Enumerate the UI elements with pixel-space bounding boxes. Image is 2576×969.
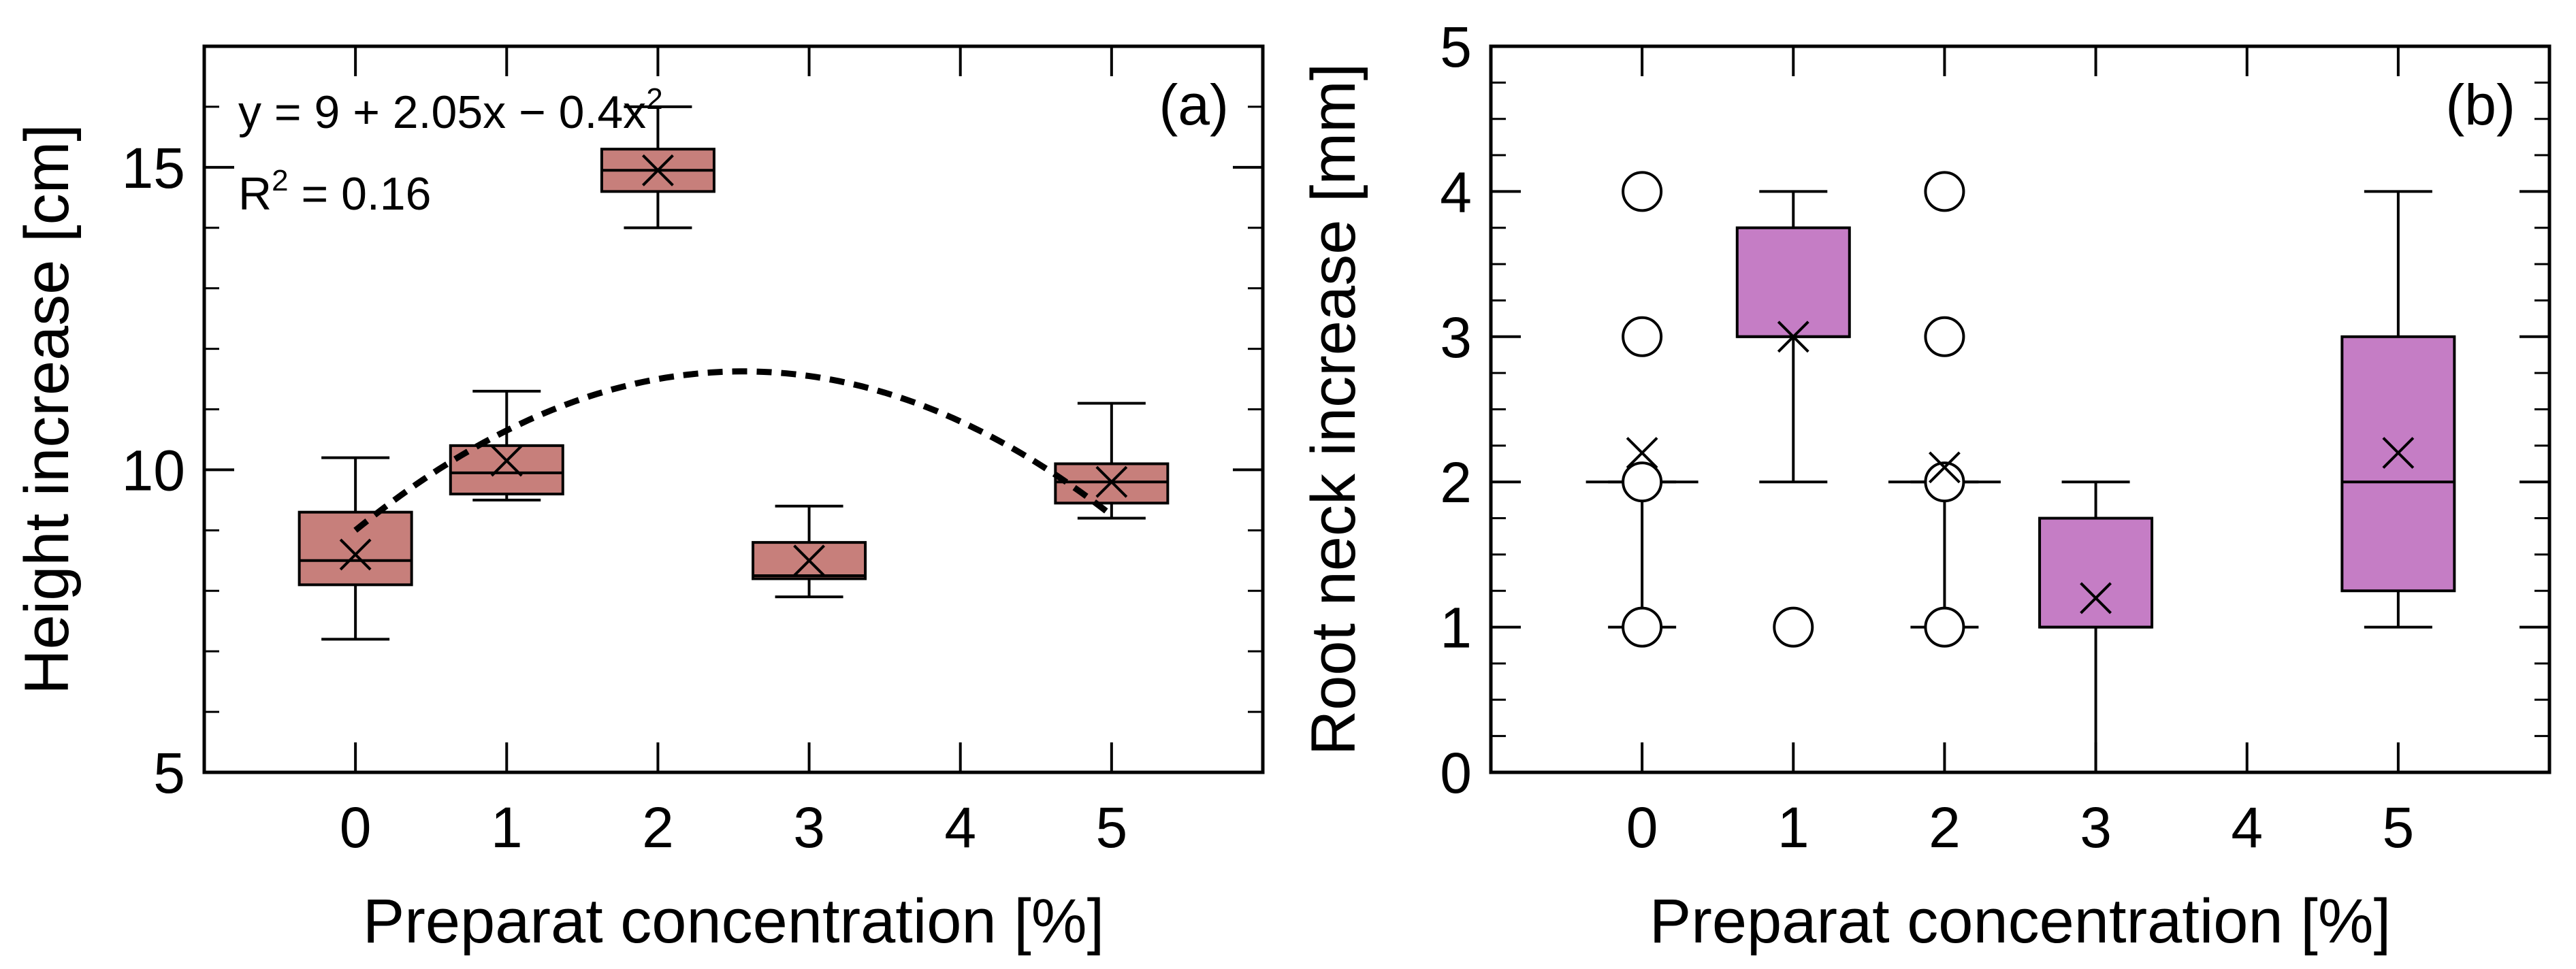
mean-marker: [1626, 437, 1658, 469]
y-tick-label: 3: [1440, 306, 1472, 369]
x-axis-label: Preparat concentration [%]: [363, 887, 1104, 956]
x-tick-label: 1: [491, 795, 523, 859]
box-iqr: [2340, 335, 2456, 593]
box-x1: [449, 389, 564, 502]
outlier-point: [1773, 606, 1814, 648]
fit-r2-superscript: 2: [272, 164, 288, 197]
x-tick-label: 4: [944, 795, 976, 859]
plot-frame: [202, 44, 1265, 774]
x-tick-label: 2: [1929, 795, 1961, 859]
mean-marker: [1095, 465, 1128, 498]
outlier-point: [1924, 316, 1965, 357]
x-tick-label: 1: [1777, 795, 1809, 859]
x-axis-label: Preparat concentration [%]: [1649, 887, 2391, 956]
outlier-point: [1924, 171, 1965, 212]
y-axis-label: Root neck increase [mm]: [1299, 63, 1368, 755]
outlier-point: [1622, 316, 1663, 357]
mean-marker: [2382, 437, 2415, 469]
fit-r2-suffix: = 0.16: [289, 168, 432, 220]
x-tick-label: 2: [642, 795, 674, 859]
fit-equation: y = 9 + 2.05x − 0.4x2: [238, 82, 663, 138]
y-tick-label: 5: [1440, 15, 1472, 79]
x-tick-label: 5: [2382, 795, 2414, 859]
box-x2: [600, 105, 715, 229]
outlier-point: [1622, 171, 1663, 212]
panel-label: (a): [1159, 73, 1229, 137]
mean-marker: [2080, 582, 2112, 614]
plot-frame: [1489, 44, 2551, 774]
mean-marker: [1929, 451, 1961, 484]
mean-marker: [1777, 321, 1809, 353]
box-x3: [2038, 480, 2154, 774]
x-tick-label: 4: [2231, 795, 2263, 859]
mean-marker: [793, 544, 825, 577]
y-tick-label: 0: [1440, 741, 1472, 805]
mean-marker: [339, 538, 372, 571]
box-x5: [1054, 401, 1170, 520]
x-tick-label: 0: [340, 795, 372, 859]
y-tick-label: 15: [122, 136, 185, 200]
y-tick-label: 1: [1440, 596, 1472, 660]
fit-curve: [353, 368, 1114, 533]
fit-r2: R2 = 0.16: [238, 164, 431, 220]
y-tick-label: 4: [1440, 160, 1472, 224]
y-axis-label: Height increase [cm]: [12, 124, 82, 695]
box-iqr: [449, 444, 564, 495]
outlier-point: [1622, 461, 1663, 503]
box-iqr: [297, 510, 413, 587]
x-tick-label: 0: [1626, 795, 1658, 859]
fit-equation-text: y = 9 + 2.05x − 0.4x: [238, 86, 646, 138]
box-x3: [752, 504, 867, 599]
fit-r2-prefix: R: [238, 168, 272, 220]
box-iqr: [1735, 226, 1851, 338]
x-tick-label: 3: [2080, 795, 2112, 859]
box-x1: [1735, 190, 1851, 648]
outlier-point: [1924, 461, 1965, 503]
panel-b: 0 1 2 3 4 5 0 1 2 3 4 5 (b) Preparat concentration [%…: [1299, 15, 2551, 956]
box-x0: [1585, 171, 1698, 648]
mean-marker: [490, 444, 523, 477]
x-tick-label: 3: [793, 795, 825, 859]
y-tick-label: 2: [1440, 450, 1472, 514]
outlier-point: [1622, 606, 1663, 648]
y-tick-label: 10: [122, 438, 185, 502]
box-x0: [297, 456, 413, 641]
outlier-point: [1924, 606, 1965, 648]
panel-label: (b): [2445, 73, 2515, 137]
box-x2: [1888, 171, 2001, 648]
x-tick-label: 5: [1095, 795, 1127, 859]
box-x5: [2340, 190, 2456, 629]
box-iqr: [2038, 516, 2154, 629]
mean-marker: [642, 154, 674, 186]
y-tick-label: 5: [153, 741, 185, 805]
fit-equation-superscript: 2: [646, 82, 662, 116]
